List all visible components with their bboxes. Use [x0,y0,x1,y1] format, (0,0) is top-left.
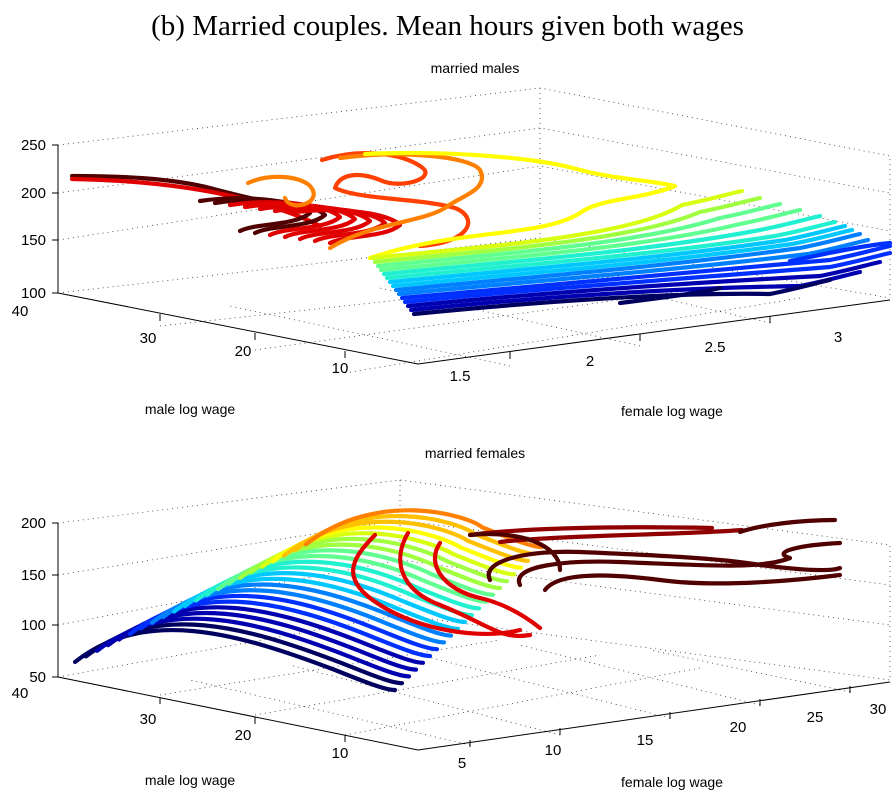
contour-line [69,176,323,229]
contour-line [375,201,783,269]
contour-line [402,250,893,305]
y-tick-label: 20 [235,343,252,360]
axes-group [52,522,891,751]
x-tick-label: 2.5 [705,339,726,356]
contour-line [372,195,763,265]
contour-line [408,269,863,313]
x-tick-label: 1.5 [450,368,471,385]
contour-lines [72,508,843,693]
z-tick-label: 100 [21,285,46,302]
figure-title: (b) Married couples. Mean hours given bo… [151,10,744,42]
z-tick-label: 50 [29,669,46,686]
contour-line [351,532,523,636]
z-tick-label: 150 [21,232,46,249]
contour-line [369,188,745,261]
panel-married-males: 250 200 150 100 40 30 20 10 1.5 2 2.5 3 … [12,60,893,419]
y-axis-label: male log wage [145,772,235,788]
contour-line [516,540,843,588]
contour-line [617,285,723,306]
z-tick-label: 150 [21,567,46,584]
contour-line [393,231,863,293]
y-tick-label: 10 [332,360,349,377]
x-tick-label: 15 [637,732,654,749]
y-tick-label: 30 [140,711,157,728]
contour-line [245,174,316,208]
contour-line [303,508,545,550]
contour-line [242,202,358,240]
contour-line [467,532,563,573]
y-tick-label: 30 [140,330,157,347]
contour-lines [69,150,893,317]
panel-title: married males [431,60,520,76]
x-axis-label: female log wage [621,403,723,419]
contour-line [737,517,838,535]
contour-line [399,243,893,301]
y-tick-label: 10 [332,745,349,762]
contour-line [327,152,485,251]
grid-group [57,479,891,746]
contour-line [362,150,678,261]
x-tick-labels: 1.5 2 2.5 3 [450,329,843,385]
contour-line [387,223,848,285]
contour-line [197,196,313,234]
y-tick-label: 40 [12,303,29,320]
z-tick-label: 250 [21,137,46,154]
contour-line [398,530,533,638]
contour-line [272,206,388,244]
contour-line [486,549,843,583]
contour-line [384,219,838,281]
z-tick-label: 200 [21,185,46,202]
y-axis-label: male log wage [145,401,235,417]
x-tick-label: 20 [730,719,747,736]
contour-line [432,540,543,631]
x-axis-line [417,299,891,365]
x-axis-line [417,681,891,751]
x-tick-label: 3 [834,329,842,346]
contour-line [390,227,855,289]
contour-line [378,207,803,273]
contour-line [405,259,883,309]
contour-line [396,237,871,297]
x-axis-label: female log wage [621,774,723,790]
x-tick-label: 25 [807,709,824,726]
y-tick-label: 40 [12,685,29,702]
contour-line [787,240,893,264]
y-tick-labels: 40 30 20 10 [12,303,349,377]
contour-line [381,213,823,277]
x-tick-label: 5 [458,755,466,772]
z-tick-label: 100 [21,617,46,634]
contour-line [212,198,328,236]
z-tick-labels: 250 200 150 100 [21,137,46,302]
panel-title: married females [425,445,525,461]
x-tick-label: 2 [586,353,594,370]
x-tick-labels: 5 10 15 20 25 30 [458,701,887,772]
y-axis-line [57,676,419,751]
contour-line [227,200,343,238]
z-tick-label: 200 [21,515,46,532]
y-tick-label: 20 [235,727,252,744]
contour-line [319,151,471,249]
x-tick-label: 10 [545,742,562,759]
contour-line [542,572,843,593]
panel-married-females: 200 150 100 50 40 30 20 10 5 10 15 20 25… [12,445,891,790]
y-tick-labels: 40 30 20 10 [12,685,349,762]
x-tick-label: 30 [870,701,887,718]
y-axis-line [57,292,419,365]
z-tick-labels: 200 150 100 50 [21,515,46,686]
axes-group [52,144,891,365]
